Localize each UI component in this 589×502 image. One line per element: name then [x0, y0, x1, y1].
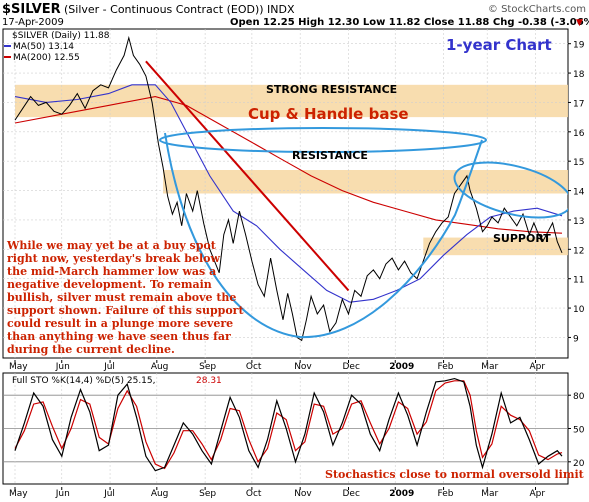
- down-arrow-icon: ▼: [576, 18, 583, 28]
- commentary-line: support shown. Failure of this support: [7, 304, 244, 317]
- handle-ellipse: [453, 161, 568, 219]
- x-tick-label: 2009: [389, 362, 414, 372]
- x-tick-label: Sep: [199, 362, 216, 372]
- x-tick-label: Sep: [199, 489, 216, 499]
- sto-legend-d: 28.31: [196, 376, 222, 386]
- x-tick-label: Apr: [530, 489, 546, 499]
- commentary-line: While we may yet be at a buy spot: [6, 239, 217, 252]
- y-tick-label: 18: [573, 70, 585, 80]
- one-year-chart-label: 1-year Chart: [446, 36, 552, 54]
- x-tick-label: 2009: [389, 489, 414, 499]
- y-tick-label: 13: [573, 217, 584, 227]
- cup-handle-label: Cup & Handle base: [248, 105, 409, 123]
- zone-band: [15, 84, 568, 118]
- y-tick-label: 16: [573, 129, 585, 139]
- strong-resistance-label: STRONG RESISTANCE: [266, 83, 397, 96]
- ma200-line: [14, 96, 563, 234]
- x-tick-label: Apr: [530, 362, 546, 372]
- legend-ma50: MA(50) 13.14: [13, 42, 74, 52]
- y-tick-label: 12: [573, 246, 584, 256]
- cup-curve: [164, 132, 483, 339]
- sto-legend: Full STO %K(14,4) %D(5) 25.15,: [12, 376, 156, 386]
- y-tick-label: 14: [573, 188, 585, 198]
- y-tick-label: 19: [573, 41, 585, 51]
- y-tick-label: 17: [573, 99, 584, 109]
- x-tick-label: Mar: [481, 489, 498, 499]
- x-tick-label: Nov: [294, 362, 312, 372]
- price-legend: $SILVER (Daily) 11.88 MA(50) 13.14 MA(20…: [4, 31, 110, 63]
- commentary-line: the mid-March hammer low was a: [7, 265, 216, 278]
- support-label: SUPPORT: [493, 232, 551, 245]
- y-tick-label: 9: [573, 334, 579, 344]
- y-tick-label: 80: [573, 392, 585, 402]
- x-tick-label: Jul: [103, 362, 115, 372]
- chart-date: 17-Apr-2009: [2, 17, 64, 28]
- x-tick-label: May: [9, 362, 28, 372]
- y-tick-label: 10: [573, 305, 585, 315]
- x-tick-label: Feb: [438, 362, 454, 372]
- y-tick-label: 11: [573, 276, 584, 286]
- watermark: © StockCharts.com: [488, 4, 586, 15]
- chart-description: (Silver - Continuous Contract (EOD)) IND…: [64, 3, 295, 16]
- x-tick-label: Dec: [342, 489, 359, 499]
- x-tick-label: Jun: [55, 362, 70, 372]
- y-tick-label: 20: [573, 459, 585, 469]
- x-tick-label: Jul: [103, 489, 115, 499]
- zone-band: [163, 170, 568, 194]
- x-tick-label: Aug: [151, 362, 169, 372]
- chart-symbol: $SILVER: [2, 2, 61, 17]
- resistance-label: RESISTANCE: [292, 149, 368, 162]
- commentary-line: than anything we have seen thus far: [7, 330, 231, 343]
- x-tick-label: Oct: [246, 489, 262, 499]
- x-tick-label: Jun: [55, 489, 70, 499]
- commentary-line: negative development. To remain: [7, 278, 212, 291]
- y-tick-label: 50: [573, 426, 585, 436]
- commentary-text: While we may yet be at a buy spot right …: [6, 239, 247, 356]
- sto-k-line: [14, 377, 563, 472]
- ma50-line: [14, 84, 563, 303]
- commentary-line: bullish, silver must remain above the: [7, 291, 236, 304]
- x-tick-label: Dec: [342, 362, 359, 372]
- x-tick-label: Oct: [246, 362, 262, 372]
- commentary-line: during the current decline.: [7, 343, 175, 356]
- cup-rim-ellipse: [159, 127, 487, 153]
- zone-band: [423, 237, 568, 256]
- x-tick-label: Feb: [438, 489, 454, 499]
- x-tick-label: Aug: [151, 489, 169, 499]
- stochastics-note: Stochastics close to normal oversold lim…: [325, 468, 585, 481]
- legend-ma200: MA(200) 12.55: [13, 53, 80, 63]
- legend-price: $SILVER (Daily) 11.88: [12, 31, 110, 41]
- commentary-line: could result in a plunge more severe: [7, 317, 233, 330]
- quote-line: Open 12.25 High 12.30 Low 11.82 Close 11…: [230, 17, 589, 28]
- y-tick-label: 15: [573, 158, 584, 168]
- x-tick-label: Nov: [294, 489, 312, 499]
- x-tick-label: Mar: [481, 362, 498, 372]
- commentary-line: right now, yesterday's break below: [7, 252, 220, 265]
- x-tick-label: May: [9, 489, 28, 499]
- downtrend-line: [145, 60, 350, 292]
